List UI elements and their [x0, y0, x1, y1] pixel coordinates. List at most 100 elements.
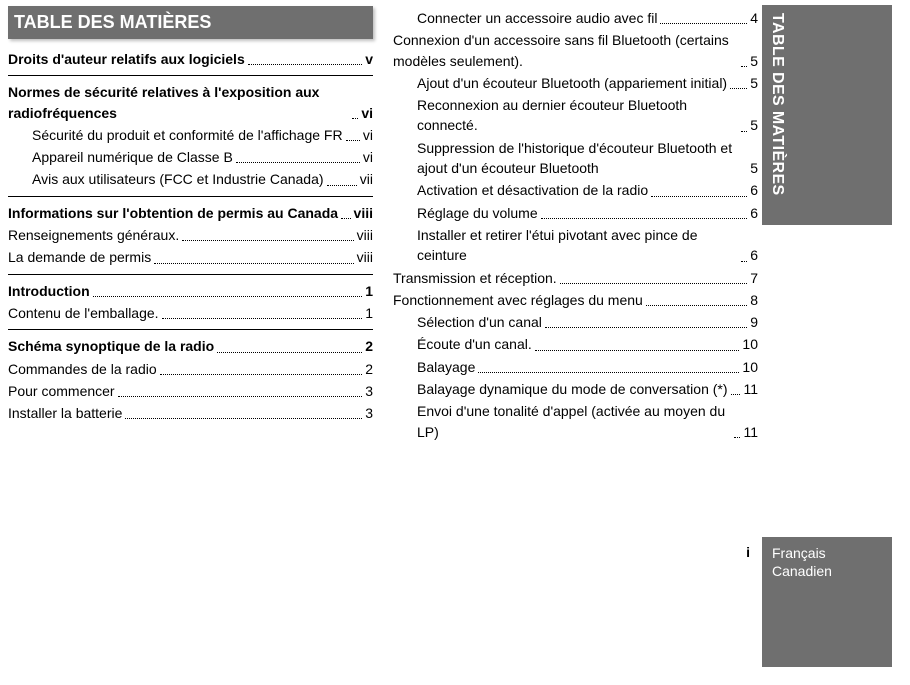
- dot-leader: [741, 248, 747, 262]
- dot-leader: [93, 283, 363, 297]
- toc-row: Installer et retirer l'étui pivotant ave…: [393, 225, 758, 266]
- toc-label: Suppression de l'historique d'écouteur B…: [417, 138, 750, 179]
- side-tab-label: TABLE DES MATIÈRES: [762, 5, 792, 204]
- toc-page: 6: [750, 203, 758, 223]
- toc-section-row: Introduction 1: [8, 281, 373, 301]
- toc-page: 10: [742, 357, 758, 377]
- dot-leader: [478, 359, 739, 373]
- toc-row: Reconnexion au dernier écouteur Bluetoot…: [393, 95, 758, 136]
- dot-leader: [646, 293, 747, 307]
- toc-label: Introduction: [8, 281, 90, 301]
- toc-label: Informations sur l'obtention de permis a…: [8, 203, 338, 223]
- dot-leader: [346, 128, 360, 142]
- language-box: Français Canadien: [762, 537, 892, 667]
- dot-leader: [560, 270, 748, 284]
- toc-page: vi: [361, 103, 373, 123]
- toc-row: La demande de permisviii: [8, 247, 373, 267]
- toc-row: Transmission et réception. 7: [393, 268, 758, 288]
- dot-leader: [651, 183, 747, 197]
- toc-page: 5: [750, 51, 758, 71]
- language-line-2: Canadien: [772, 562, 892, 580]
- dot-leader: [730, 76, 747, 90]
- dot-leader: [660, 11, 747, 25]
- toc-label: Transmission et réception.: [393, 268, 557, 288]
- dot-leader: [741, 53, 747, 67]
- page-number: i: [746, 544, 750, 560]
- toc-label: Connexion d'un accessoire sans fil Bluet…: [393, 30, 738, 71]
- toc-label: Normes de sécurité relatives à l'exposit…: [8, 82, 349, 123]
- toc-label: Balayage dynamique du mode de conversati…: [417, 379, 728, 399]
- toc-row: Sélection d'un canal9: [393, 312, 758, 332]
- toc-row: Connexion d'un accessoire sans fil Bluet…: [393, 30, 758, 71]
- dot-leader: [731, 382, 741, 396]
- toc-page: 4: [750, 8, 758, 28]
- dot-leader: [352, 105, 358, 119]
- toc-row: Appareil numérique de Classe B vi: [8, 147, 373, 167]
- toc-page: vii: [360, 169, 373, 189]
- toc-page: vi: [363, 125, 373, 145]
- toc-row: Avis aux utilisateurs (FCC et Industrie …: [8, 169, 373, 189]
- dot-leader: [118, 384, 363, 398]
- toc-page: 7: [750, 268, 758, 288]
- toc-section-row: Normes de sécurité relatives à l'exposit…: [8, 82, 373, 123]
- dot-leader: [734, 424, 740, 438]
- toc-page: 6: [750, 180, 758, 200]
- toc-label: Envoi d'une tonalité d'appel (activée au…: [417, 401, 731, 442]
- language-line-1: Français: [772, 544, 892, 562]
- toc-column-right: Connecter un accessoire audio avec fil 4C…: [385, 0, 770, 444]
- toc-page: 5: [750, 115, 758, 135]
- toc-section-row: Informations sur l'obtention de permis a…: [8, 203, 373, 223]
- toc-row: Installer la batterie3: [8, 403, 373, 423]
- toc-row: Envoi d'une tonalité d'appel (activée au…: [393, 401, 758, 442]
- toc-row: Ajout d'un écouteur Bluetooth (apparieme…: [393, 73, 758, 93]
- toc-label: Contenu de l'emballage.: [8, 303, 159, 323]
- dot-leader: [236, 150, 360, 164]
- toc-label: Appareil numérique de Classe B: [32, 147, 233, 167]
- toc-page: 6: [750, 245, 758, 265]
- toc-label: Commandes de la radio: [8, 359, 157, 379]
- toc-row: Écoute d'un canal.10: [393, 334, 758, 354]
- toc-label: Balayage: [417, 357, 475, 377]
- toc-page: viii: [357, 247, 373, 267]
- dot-leader: [160, 361, 363, 375]
- toc-row: Renseignements généraux.viii: [8, 225, 373, 245]
- divider: [8, 75, 373, 76]
- toc-page: 10: [742, 334, 758, 354]
- toc-label: Activation et désactivation de la radio: [417, 180, 648, 200]
- toc-page: 2: [365, 359, 373, 379]
- toc-page: 3: [365, 403, 373, 423]
- toc-label: Sélection d'un canal: [417, 312, 542, 332]
- toc-row: Commandes de la radio 2: [8, 359, 373, 379]
- dot-leader: [162, 306, 363, 320]
- toc-row: Balayage 10: [393, 357, 758, 377]
- toc-page: 5: [750, 158, 758, 178]
- toc-column-left: TABLE DES MATIÈRES Droits d'auteur relat…: [0, 0, 385, 444]
- dot-leader: [182, 228, 353, 242]
- toc-label: Réglage du volume: [417, 203, 538, 223]
- toc-page: viii: [354, 203, 373, 223]
- divider: [8, 196, 373, 197]
- toc-label: Schéma synoptique de la radio: [8, 336, 214, 356]
- divider: [8, 274, 373, 275]
- dot-leader: [327, 172, 357, 186]
- dot-leader: [545, 315, 747, 329]
- side-tab: TABLE DES MATIÈRES: [762, 5, 892, 225]
- toc-label: Installer et retirer l'étui pivotant ave…: [417, 225, 738, 266]
- toc-page: 5: [750, 73, 758, 93]
- toc-page: viii: [357, 225, 373, 245]
- toc-row: Activation et désactivation de la radio 6: [393, 180, 758, 200]
- dot-leader: [341, 205, 350, 219]
- toc-label: Ajout d'un écouteur Bluetooth (apparieme…: [417, 73, 727, 93]
- toc-row: Sécurité du produit et conformité de l'a…: [8, 125, 373, 145]
- toc-section-row: Schéma synoptique de la radio2: [8, 336, 373, 356]
- dot-leader: [217, 339, 362, 353]
- toc-row: Pour commencer3: [8, 381, 373, 401]
- toc-label: Avis aux utilisateurs (FCC et Industrie …: [32, 169, 324, 189]
- toc-row: Balayage dynamique du mode de conversati…: [393, 379, 758, 399]
- toc-row: Fonctionnement avec réglages du menu8: [393, 290, 758, 310]
- dot-leader: [535, 337, 740, 351]
- toc-page: 1: [365, 303, 373, 323]
- toc-page: vi: [363, 147, 373, 167]
- toc-label: Connecter un accessoire audio avec fil: [417, 8, 657, 28]
- toc-page: 1: [365, 281, 373, 301]
